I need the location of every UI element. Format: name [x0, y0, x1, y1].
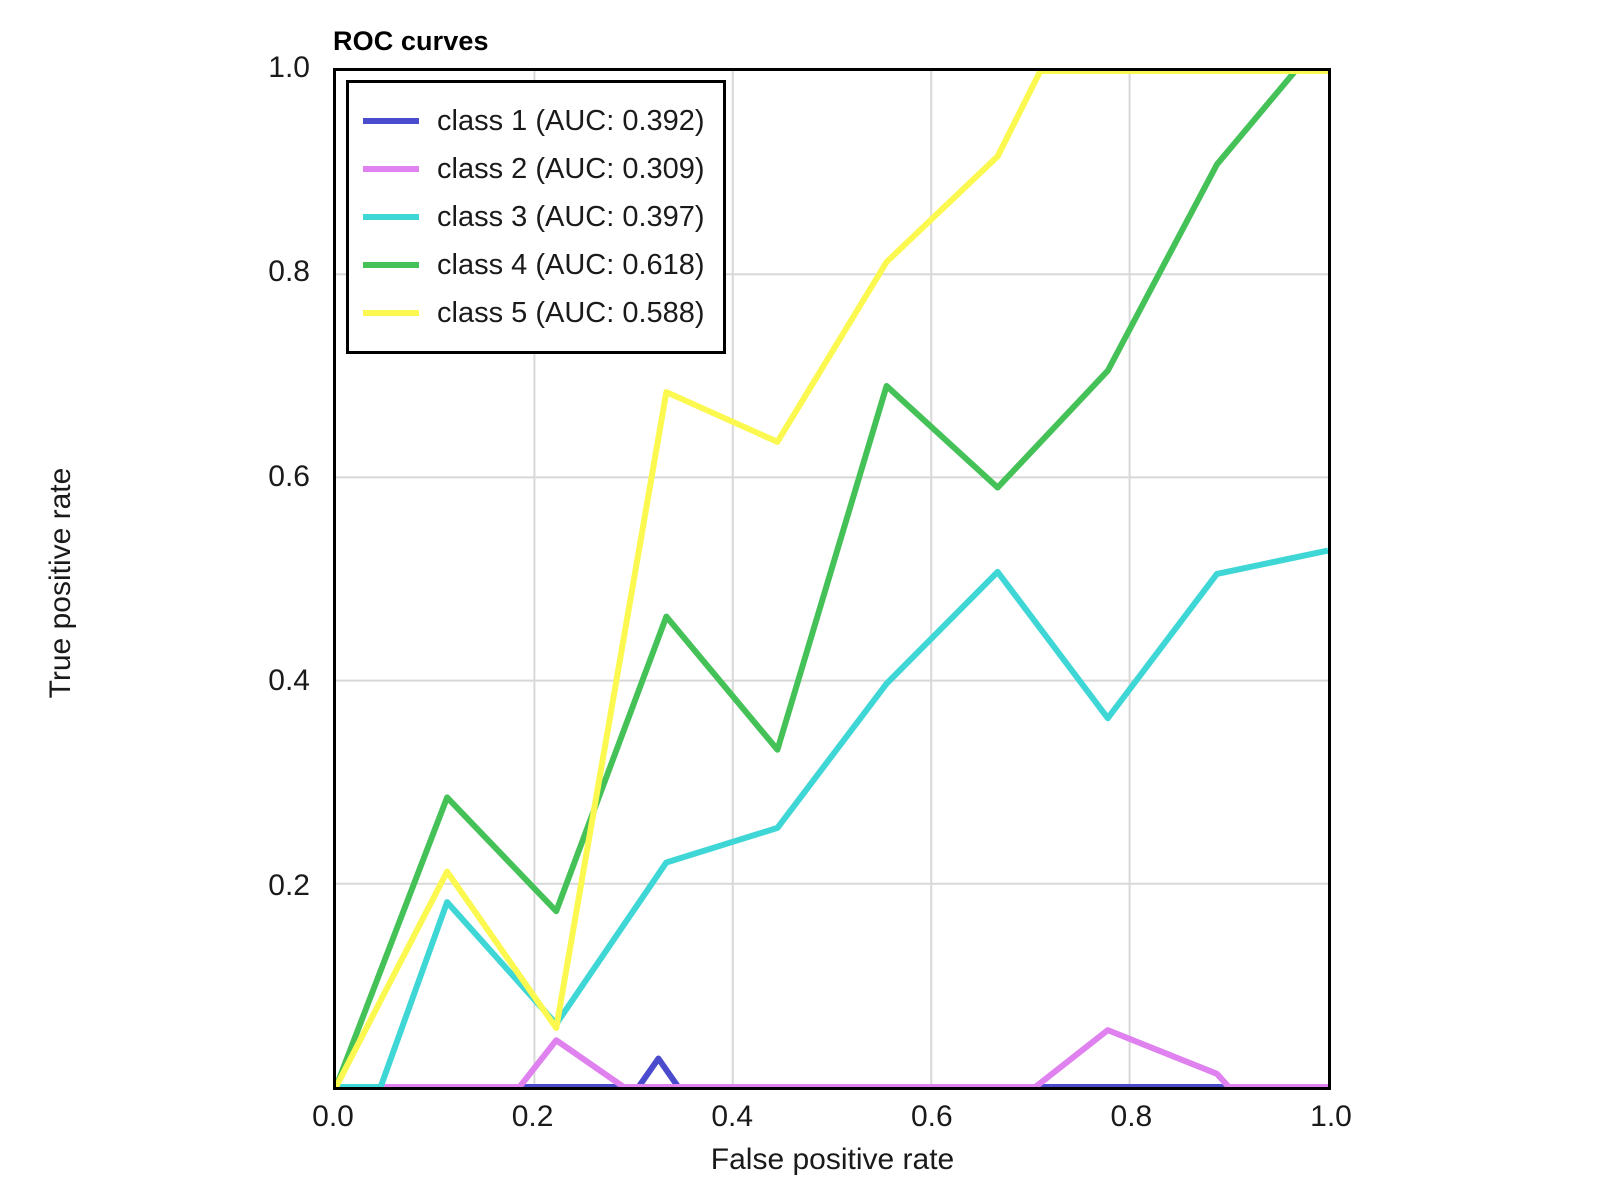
x-tick-label: 0.4	[711, 1100, 754, 1133]
y-tick-label: 0.6	[268, 459, 310, 493]
legend-item[interactable]: class 3 (AUC: 0.397)	[363, 193, 705, 241]
legend-swatch-class-5	[363, 310, 419, 316]
legend-label: class 2 (AUC: 0.309)	[437, 152, 705, 185]
legend-item[interactable]: class 2 (AUC: 0.309)	[363, 145, 705, 193]
y-tick-label: 0.4	[268, 664, 310, 698]
legend-label: class 1 (AUC: 0.392)	[437, 104, 705, 137]
legend-item[interactable]: class 1 (AUC: 0.392)	[363, 97, 705, 145]
legend-item[interactable]: class 5 (AUC: 0.588)	[363, 289, 705, 337]
x-tick-label: 0.6	[910, 1100, 953, 1133]
y-tick-label: 1.0	[268, 51, 310, 84]
roc-curves	[336, 71, 1328, 1087]
series-line-class-5	[336, 71, 1328, 1087]
legend-swatch-class-3	[363, 214, 419, 220]
legend-label: class 4 (AUC: 0.618)	[437, 248, 705, 281]
series-line-class-3	[336, 551, 1328, 1087]
legend-label: class 5 (AUC: 0.588)	[437, 296, 705, 329]
legend: class 1 (AUC: 0.392) class 2 (AUC: 0.309…	[346, 80, 726, 354]
x-tick-label: 0.2	[511, 1100, 554, 1133]
plot-inner	[336, 71, 1328, 1087]
x-tick-label: 0.8	[1110, 1100, 1153, 1133]
legend-swatch-class-4	[363, 262, 419, 268]
series-line-class-1	[336, 1059, 1328, 1087]
series-line-class-2	[336, 1030, 1328, 1087]
series-line-class-4	[336, 71, 1328, 1087]
x-axis-label: False positive rate	[710, 1143, 955, 1176]
legend-swatch-class-1	[363, 118, 419, 124]
legend-swatch-class-2	[363, 166, 419, 172]
y-tick-label: 0.2	[268, 868, 310, 902]
legend-label: class 3 (AUC: 0.397)	[437, 200, 705, 233]
x-tick-label: 1.0	[1310, 1100, 1352, 1133]
chart-title: ROC curves	[333, 26, 489, 56]
y-tick-label: 0.8	[268, 255, 310, 289]
x-tick-label: 0.0	[312, 1100, 354, 1133]
legend-item[interactable]: class 4 (AUC: 0.618)	[363, 241, 705, 289]
y-axis-label: True positive rate	[44, 467, 77, 699]
